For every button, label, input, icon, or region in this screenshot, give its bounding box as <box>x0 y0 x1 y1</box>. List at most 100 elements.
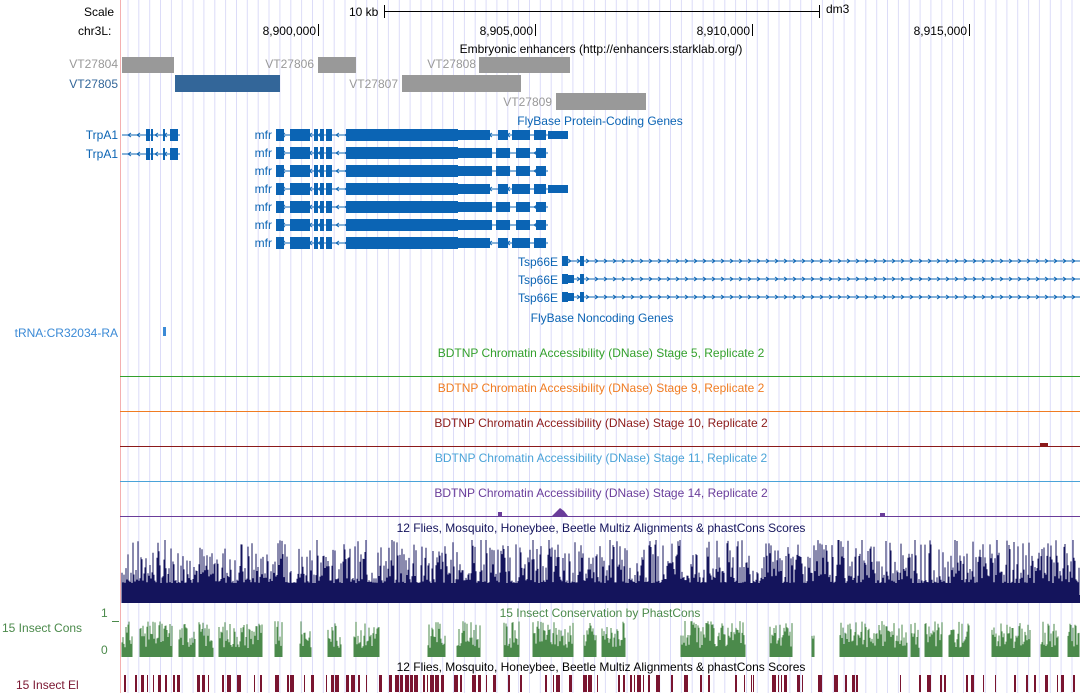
strand-arrow <box>693 294 698 300</box>
gene-exon <box>516 148 530 158</box>
enhancers-track-title[interactable]: Embryonic enhancers (http://enhancers.st… <box>459 42 743 56</box>
gene-exon <box>458 220 492 230</box>
strand-arrow <box>702 276 707 282</box>
enhancer-feature[interactable] <box>402 75 521 92</box>
conserved-element <box>472 675 476 692</box>
strand-arrow <box>1008 276 1013 282</box>
strand-arrow <box>136 151 141 157</box>
conserved-element <box>460 675 462 692</box>
strand-arrow <box>981 258 986 264</box>
gene-exon <box>420 147 458 159</box>
strand-arrow <box>972 294 977 300</box>
dnase-track-title[interactable]: BDTNP Chromatin Accessibility (DNase) St… <box>437 381 765 395</box>
gene-label[interactable]: TrpA1 <box>85 128 118 142</box>
enhancer-label[interactable]: VT27809 <box>503 95 552 109</box>
conserved-element <box>802 675 803 692</box>
gene-label[interactable]: mfr <box>254 236 272 250</box>
dnase-peak <box>552 508 568 516</box>
strand-arrow <box>666 294 671 300</box>
dnase-peak <box>880 513 885 516</box>
strand-arrow <box>702 258 707 264</box>
enhancer-feature[interactable] <box>175 75 280 92</box>
gene-label[interactable]: Tsp66E <box>517 291 558 305</box>
ruler-position: 8,900,000 <box>262 24 316 38</box>
strand-arrow <box>855 276 860 282</box>
conserved-element <box>845 675 847 692</box>
strand-arrow <box>981 294 986 300</box>
enhancer-feature[interactable] <box>479 57 570 73</box>
dnase-track-title[interactable]: BDTNP Chromatin Accessibility (DNase) St… <box>434 451 768 465</box>
multiz-track-title[interactable]: 12 Flies, Mosquito, Honeybee, Beetle Mul… <box>396 521 806 535</box>
conserved-element <box>414 675 418 692</box>
strand-arrow <box>711 258 716 264</box>
strand-arrow <box>720 258 725 264</box>
gene-label[interactable]: mfr <box>254 128 272 142</box>
enhancer-label[interactable]: VT27804 <box>69 57 118 71</box>
dnase-track-title[interactable]: BDTNP Chromatin Accessibility (DNase) St… <box>434 416 768 430</box>
strand-arrow <box>774 294 779 300</box>
conserved-element <box>545 675 547 692</box>
gene-label[interactable]: mfr <box>254 200 272 214</box>
phastcons-left-label[interactable]: 15 Insect Cons <box>2 621 83 635</box>
elements-track-title[interactable]: 12 Flies, Mosquito, Honeybee, Beetle Mul… <box>396 660 806 674</box>
strand-arrow <box>810 294 815 300</box>
strand-arrow <box>963 258 968 264</box>
conserved-element <box>618 675 620 692</box>
strand-arrow <box>909 258 914 264</box>
gene-exon <box>516 166 530 176</box>
gene-exon <box>163 129 165 141</box>
enhancer-label[interactable]: VT27806 <box>265 57 314 71</box>
conserved-element <box>700 675 702 692</box>
strand-arrow <box>1044 294 1049 300</box>
strand-arrow <box>639 276 644 282</box>
ruler-tick <box>318 24 319 36</box>
gene-exon <box>406 165 420 177</box>
gene-label[interactable]: mfr <box>254 218 272 232</box>
noncoding-track-title[interactable]: FlyBase Noncoding Genes <box>530 311 674 325</box>
enhancer-label[interactable]: VT27808 <box>427 57 476 71</box>
strand-arrow <box>675 294 680 300</box>
dnase-track-title[interactable]: BDTNP Chromatin Accessibility (DNase) St… <box>437 346 765 360</box>
conserved-element <box>287 675 289 692</box>
gene-exon <box>406 129 420 141</box>
elements-left-label[interactable]: 15 Insect El <box>16 678 79 692</box>
enhancer-feature[interactable] <box>556 93 646 110</box>
assembly-label: dm3 <box>826 2 850 16</box>
noncoding-gene-label[interactable]: tRNA:CR32034-RA <box>14 326 118 340</box>
protein-coding-track-title[interactable]: FlyBase Protein-Coding Genes <box>517 114 683 128</box>
enhancer-label[interactable]: VT27805 <box>69 77 118 91</box>
enhancer-feature[interactable] <box>122 57 174 73</box>
gene-label[interactable]: Tsp66E <box>517 255 558 269</box>
conserved-element <box>389 675 392 692</box>
dnase-signal-baseline <box>120 446 1080 447</box>
gene-label[interactable]: mfr <box>254 164 272 178</box>
gene-label[interactable]: mfr <box>254 182 272 196</box>
gene-label[interactable]: TrpA1 <box>85 147 118 161</box>
enhancer-label[interactable]: VT27807 <box>349 77 398 91</box>
conserved-element <box>405 675 409 692</box>
gene-label[interactable]: Tsp66E <box>517 273 558 287</box>
conserved-element <box>254 675 255 692</box>
gene-exon <box>290 237 310 249</box>
conserved-element <box>834 675 838 692</box>
enhancer-feature[interactable] <box>318 57 356 73</box>
strand-arrow <box>630 294 635 300</box>
phastcons-axis-max: 1 <box>101 606 108 620</box>
strand-arrow <box>335 168 340 174</box>
conserved-element <box>753 675 754 692</box>
phastcons-track-title[interactable]: 15 Insect Conservation by PhastCons <box>499 606 701 620</box>
conserved-element <box>1014 675 1016 692</box>
strand-arrow <box>684 276 689 282</box>
noncoding-gene-feature[interactable] <box>163 327 166 336</box>
strand-arrow <box>729 276 734 282</box>
strand-arrow <box>1062 294 1067 300</box>
ruler-tick <box>535 24 536 36</box>
strand-arrow <box>909 276 914 282</box>
gene-label[interactable]: mfr <box>254 146 272 160</box>
strand-arrow <box>954 258 959 264</box>
strand-arrow <box>666 276 671 282</box>
gene-exon <box>536 166 546 176</box>
dnase-track-title[interactable]: BDTNP Chromatin Accessibility (DNase) St… <box>434 486 768 500</box>
strand-arrow <box>1044 276 1049 282</box>
